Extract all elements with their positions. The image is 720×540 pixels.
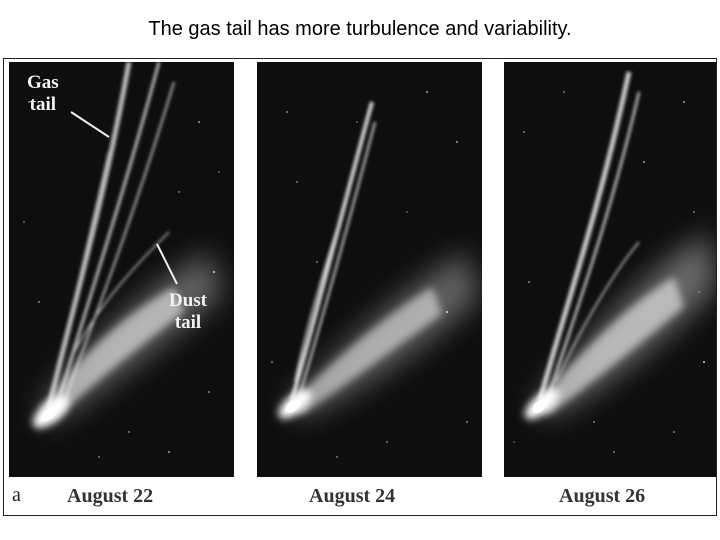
gas-tail-label: Gas tail (27, 72, 59, 115)
caption-august-26: August 26 (559, 485, 646, 507)
caption-august-22: August 22 (67, 485, 154, 507)
comet-photo-august-24 (257, 62, 482, 477)
star-field (513, 91, 705, 453)
comet-image-3 (513, 71, 716, 453)
comet-image-1 (23, 62, 224, 458)
panel-letter: a (12, 484, 21, 506)
dust-tail-pointer (156, 243, 178, 285)
comet-image-2 (271, 91, 479, 458)
dust-tail-label: Dust tail (169, 290, 208, 333)
gas-tail-pointer (70, 111, 110, 138)
star-field (23, 101, 220, 458)
comet-photo-august-26 (504, 62, 716, 477)
comet-photo-august-22: Gas tail Dust tail (9, 62, 234, 477)
slide-title: The gas tail has more turbulence and var… (148, 18, 572, 40)
comet-photo-figure: Gas tail Dust tail (3, 58, 717, 516)
caption-august-24: August 24 (309, 485, 396, 507)
